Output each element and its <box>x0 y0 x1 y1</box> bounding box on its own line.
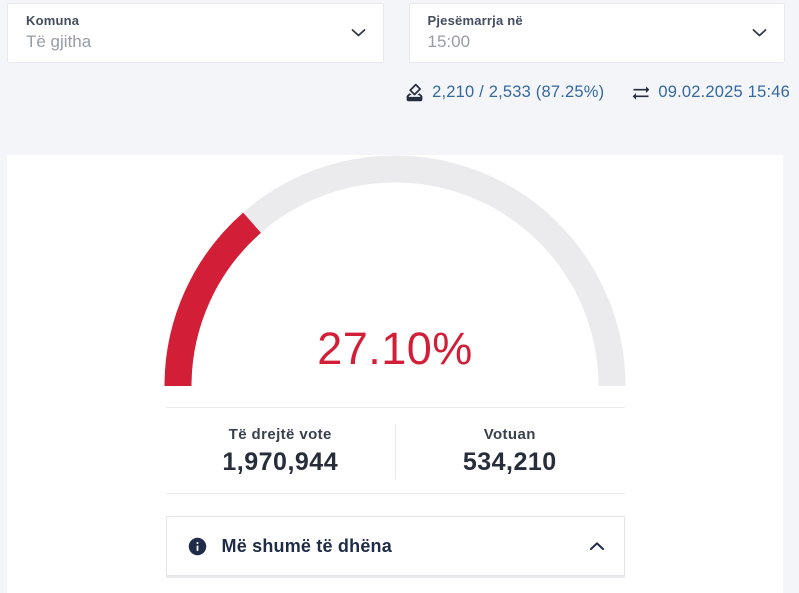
komuna-dropdown-value: Të gjitha <box>26 32 92 51</box>
stat-voted-value: 534,210 <box>462 448 557 476</box>
ballot-box-icon <box>404 82 425 103</box>
stats-divider <box>395 424 396 479</box>
pjesemarrja-dropdown-label: Pjesëmarrja në <box>427 13 523 28</box>
pjesemarrja-dropdown[interactable]: Pjesëmarrja në 15:00 <box>408 3 785 63</box>
stat-voted: Votuan 534,210 <box>395 426 625 477</box>
stats-row: Të drejtë vote 1,970,944 Votuan 534,210 <box>165 407 625 494</box>
stat-eligible-voters: Të drejtë vote 1,970,944 <box>166 426 396 477</box>
stat-voted-label: Votuan <box>483 426 536 443</box>
more-data-label: Më shumë të dhëna <box>221 535 392 556</box>
status-bar: 2,210 / 2,533 (87.25%) 09.02.2025 15:46 <box>0 63 799 122</box>
turnout-card: 27.10% Të drejtë vote 1,970,944 Votuan 5… <box>7 155 783 593</box>
polling-stations-count: 2,210 / 2,533 (87.25%) <box>432 83 605 101</box>
sync-icon <box>631 83 651 103</box>
last-updated-status: 09.02.2025 15:46 <box>631 83 790 103</box>
chevron-down-icon <box>752 29 767 38</box>
polling-stations-status: 2,210 / 2,533 (87.25%) <box>404 82 604 103</box>
chevron-down-icon <box>351 29 366 38</box>
filter-bar: Komuna Të gjitha Pjesëmarrja në 15:00 <box>0 0 799 63</box>
last-updated-time: 09.02.2025 15:46 <box>658 83 790 101</box>
komuna-dropdown[interactable]: Komuna Të gjitha <box>7 3 384 63</box>
gauge-chart <box>164 155 626 387</box>
chevron-up-icon <box>589 542 604 550</box>
stat-eligible-label: Të drejtë vote <box>228 426 332 443</box>
turnout-gauge: 27.10% <box>164 155 626 387</box>
stat-eligible-value: 1,970,944 <box>222 448 339 476</box>
komuna-dropdown-label: Komuna <box>26 13 80 28</box>
gauge-value-arc <box>164 155 626 387</box>
turnout-percentage: 27.10% <box>317 323 473 374</box>
info-icon <box>187 536 208 557</box>
pjesemarrja-dropdown-value: 15:00 <box>427 32 471 51</box>
more-data-toggle[interactable]: Më shumë të dhëna <box>165 516 625 576</box>
